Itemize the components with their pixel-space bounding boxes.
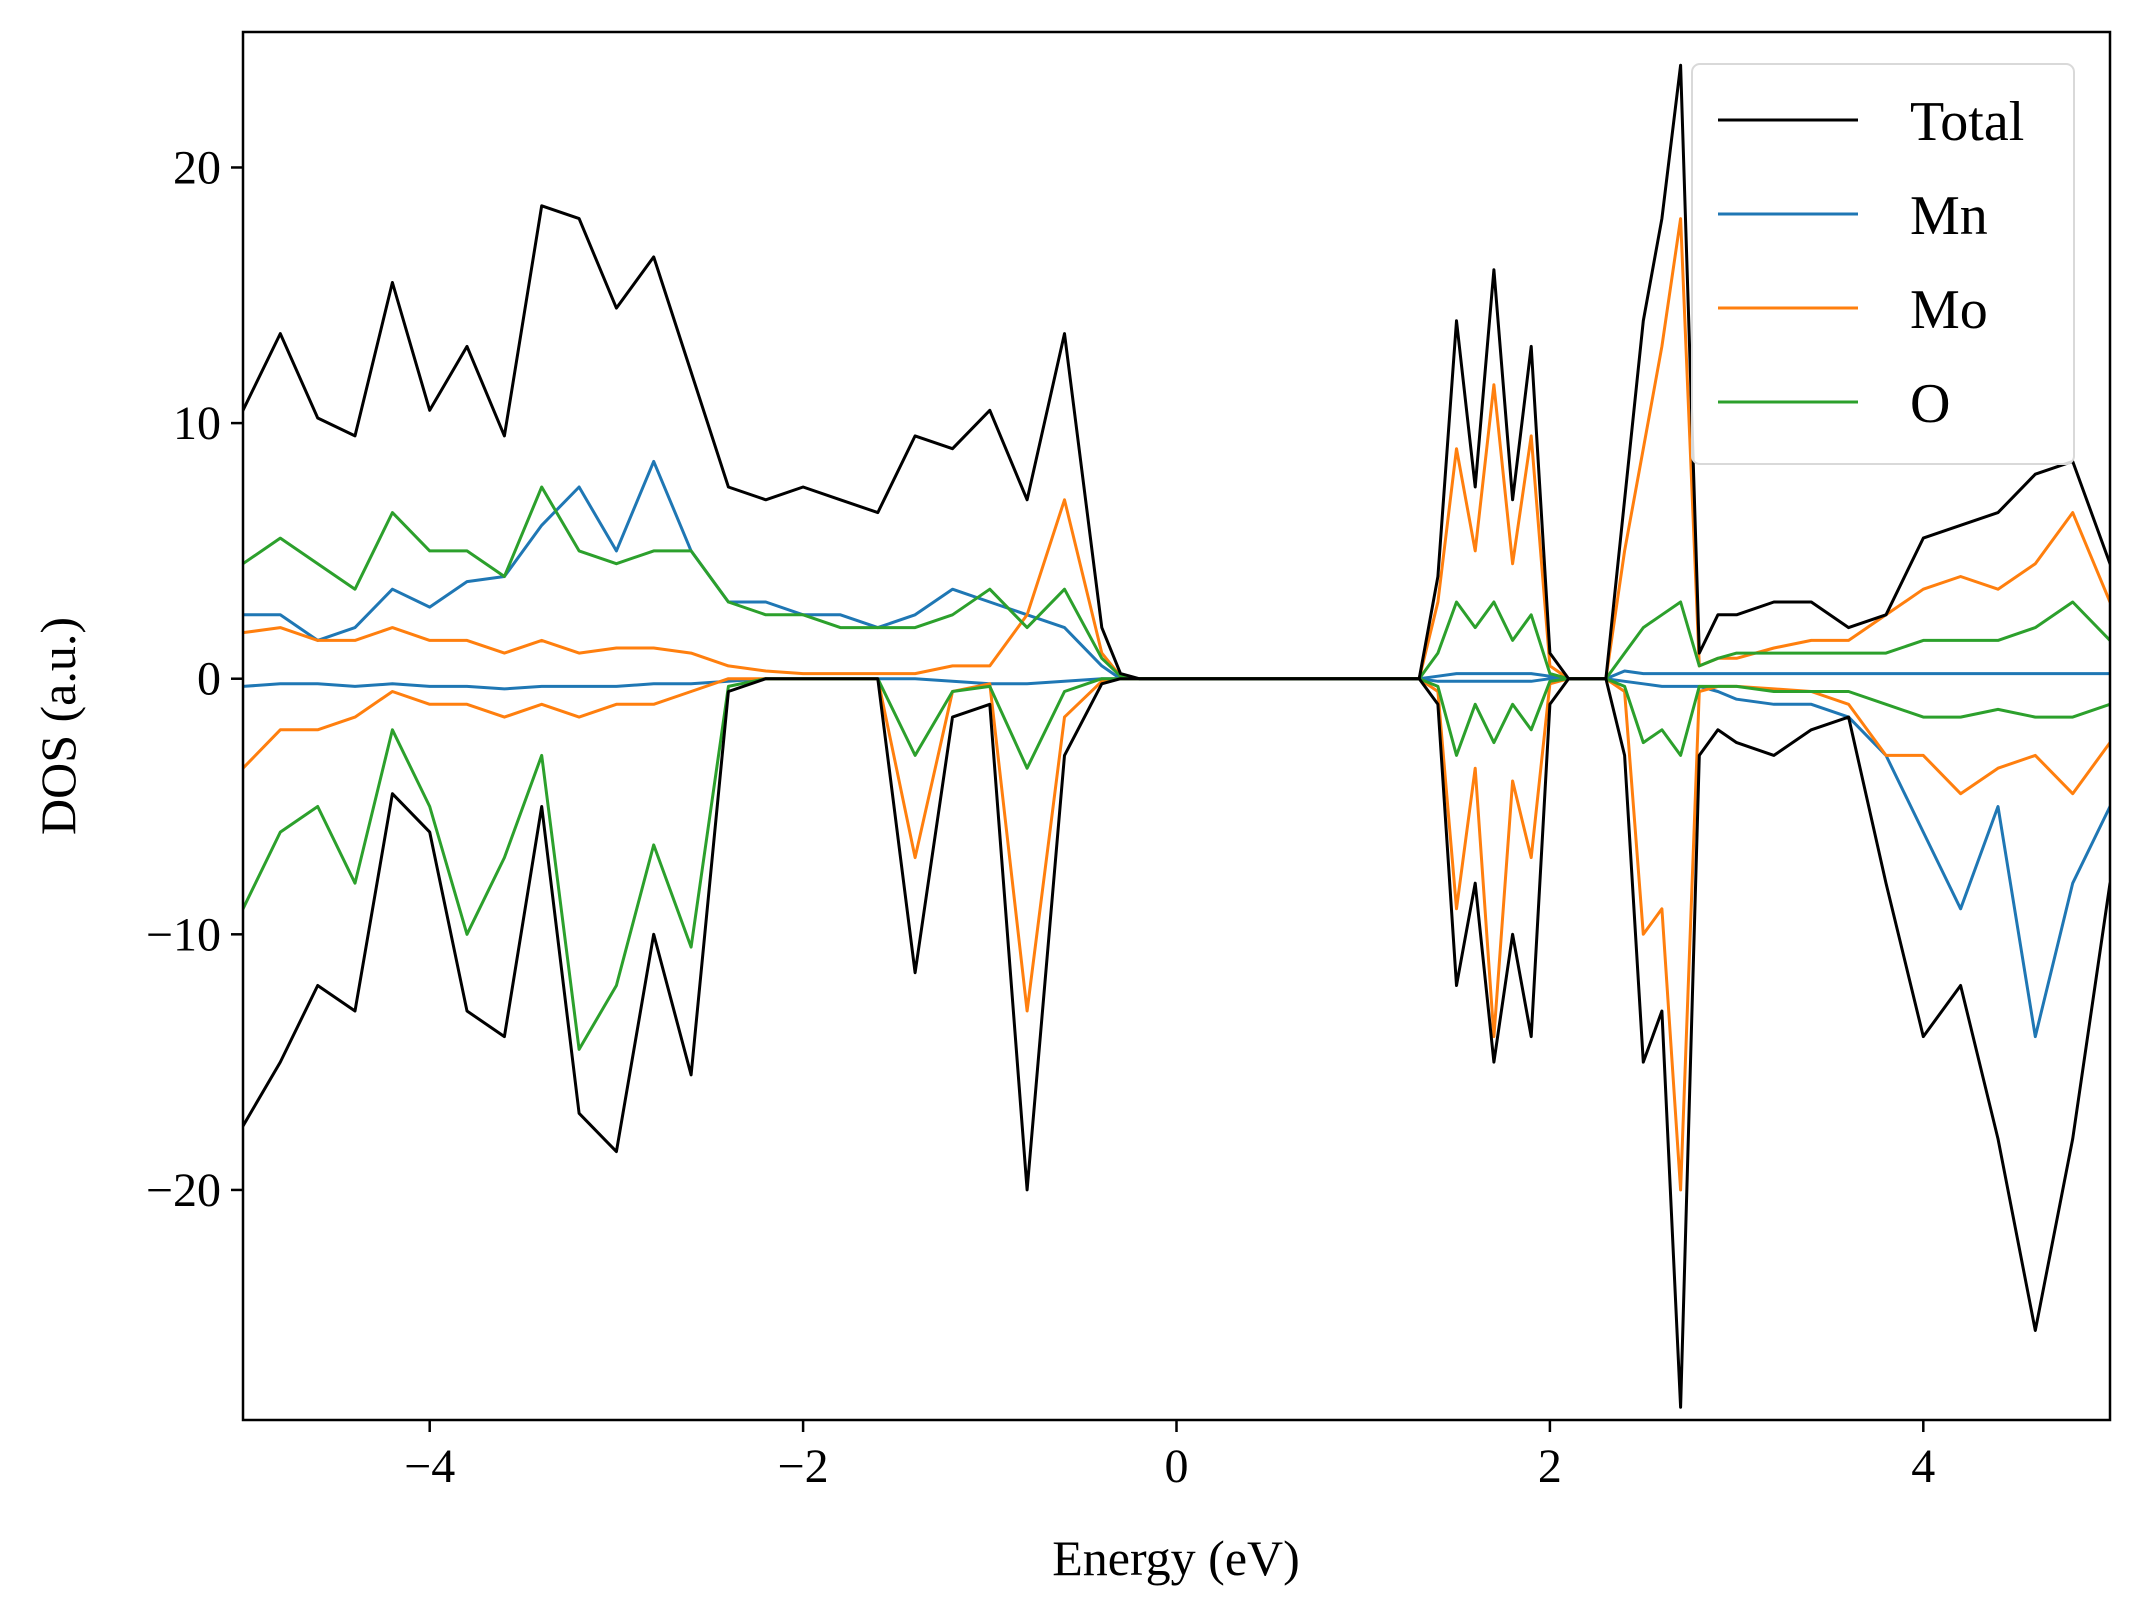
legend-box [1691, 63, 2075, 465]
y-axis-label: DOS (a.u.) [30, 617, 86, 835]
legend-label-o: O [1910, 373, 1950, 435]
y-tick-label: −20 [146, 1164, 221, 1217]
x-tick-label: 4 [1911, 1440, 1935, 1493]
series-layer [243, 63, 2110, 1409]
legend-label-mn: Mn [1910, 185, 1988, 247]
legend-label-mo: Mo [1910, 279, 1988, 341]
legend-label-total: Total [1910, 91, 2024, 153]
y-tick-label: 10 [173, 397, 221, 450]
y-tick-label: −10 [146, 908, 221, 961]
x-tick-label: 0 [1165, 1440, 1189, 1493]
y-tick-label: 20 [173, 141, 221, 194]
series-line-total-down [243, 677, 2110, 1409]
x-axis-label: Energy (eV) [1052, 1530, 1300, 1586]
x-tick-label: −4 [404, 1440, 455, 1493]
x-tick-label: 2 [1538, 1440, 1562, 1493]
legend: Total Mn Mo O [1691, 63, 2075, 465]
y-tick-label: 0 [197, 653, 221, 706]
x-tick-label: −2 [778, 1440, 829, 1493]
